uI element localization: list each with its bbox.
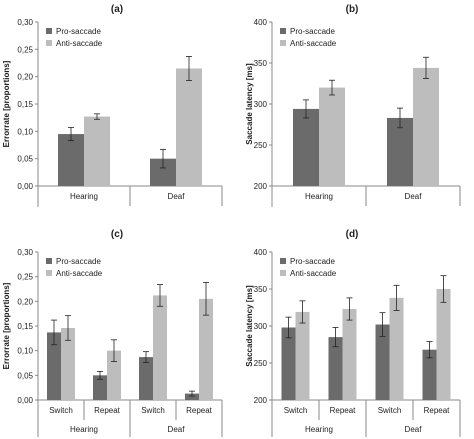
chart2-ytick-label: 0,20 xyxy=(17,297,33,306)
chart0-bar-anti xyxy=(176,68,202,186)
chart1-bar-pro xyxy=(293,108,319,186)
chart2-legend-swatch-anti xyxy=(46,270,52,276)
chart1-ytick-label: 400 xyxy=(254,18,268,27)
chart2-ytick-label: 0,15 xyxy=(17,322,33,331)
chart1-legend-label: Pro-saccade xyxy=(290,27,335,36)
chart3-bar-anti xyxy=(342,308,357,400)
chart2-group-label: Hearing xyxy=(70,425,98,434)
chart0-ytick-label: 0,15 xyxy=(17,100,33,109)
chart1-category-label: Deaf xyxy=(405,192,423,201)
chart3-group-label: Deaf xyxy=(405,425,423,434)
chart2-category-label: Switch xyxy=(141,406,165,415)
chart2-group-label: Deaf xyxy=(168,425,186,434)
chart3-legend-swatch-anti xyxy=(280,270,286,276)
chart2-bar-anti xyxy=(153,295,167,400)
chart2-category-label: Switch xyxy=(49,406,73,415)
chart2-bar-pro xyxy=(47,332,61,400)
chart1-legend-label: Anti-saccade xyxy=(290,39,337,48)
chart3-category-label: Repeat xyxy=(424,406,451,415)
chart3-ytick-label: 400 xyxy=(254,248,268,257)
chart2-ytick-label: 0,25 xyxy=(17,273,33,282)
chart3-ytick-label: 300 xyxy=(254,322,268,331)
chart3-ylabel: Saccade latency [ms] xyxy=(245,285,254,367)
chart2-category-label: Repeat xyxy=(186,406,213,415)
chart3-legend-label: Anti-saccade xyxy=(290,269,337,278)
panel-a: (a) 0,00 0,05 0,10 0,15 0,20 0,25 0,30 Errorrat… xyxy=(2,4,223,207)
chart0-bar-anti xyxy=(84,116,110,186)
chart2-bar-anti xyxy=(199,298,213,400)
panel-d: (d) 200 250 300 350 400 Saccade latency [ms] S… xyxy=(245,229,461,437)
chart2-legend-label: Pro-saccade xyxy=(56,257,101,266)
chart0-bar-pro xyxy=(58,134,84,186)
chart3-bar-pro xyxy=(422,349,437,400)
chart1-ytick-label: 200 xyxy=(254,182,268,191)
chart2-legend-swatch-pro xyxy=(46,258,52,264)
chart0-legend-label: Pro-saccade xyxy=(56,27,101,36)
chart3-category-label: Repeat xyxy=(330,406,357,415)
chart3-ytick-label: 250 xyxy=(254,359,268,368)
chart0-ytick-label: 0,20 xyxy=(17,73,33,82)
chart1-legend-swatch-anti xyxy=(280,40,286,46)
chart3-bar-pro xyxy=(375,324,390,400)
chart2-bar-anti xyxy=(107,350,121,400)
chart3-legend-swatch-pro xyxy=(280,258,286,264)
panel-d-plot: 200 250 300 350 400 Saccade latency [ms] Switc… xyxy=(245,248,461,437)
chart0-legend-swatch-pro xyxy=(46,28,52,34)
chart3-bar-anti xyxy=(295,311,310,400)
chart1-bar-anti xyxy=(319,87,345,186)
chart2-ytick-label: 0,00 xyxy=(17,396,33,405)
chart1-bar-pro xyxy=(387,117,413,186)
chart0-legend-label: Anti-saccade xyxy=(56,39,103,48)
panel-b-label: (b) xyxy=(346,4,359,15)
chart1-legend-swatch-pro xyxy=(280,28,286,34)
panel-c-plot: 0,00 0,05 0,10 0,15 0,20 0,25 0,30 Errorrate [p… xyxy=(2,248,223,437)
chart3-bar-pro xyxy=(281,327,296,400)
chart3-bar-pro xyxy=(328,337,343,400)
chart2-category-label: Repeat xyxy=(94,406,121,415)
chart3-legend-label: Pro-saccade xyxy=(290,257,335,266)
chart0-ytick-label: 0,10 xyxy=(17,127,33,136)
chart2-bar-pro xyxy=(139,357,153,400)
chart0-ytick-label: 0,00 xyxy=(17,182,33,191)
chart1-ylabel: Saccade latency [ms] xyxy=(245,63,254,145)
chart2-legend-label: Anti-saccade xyxy=(56,269,103,278)
chart0-ytick-label: 0,05 xyxy=(17,155,33,164)
chart0-ytick-label: 0,30 xyxy=(17,18,33,27)
chart2-ytick-label: 0,10 xyxy=(17,347,33,356)
panel-c-label: (c) xyxy=(111,229,123,240)
chart1-category-label: Hearing xyxy=(305,192,333,201)
chart2-bar-anti xyxy=(61,327,75,400)
chart0-ytick-label: 0,25 xyxy=(17,45,33,54)
panel-b-plot: 200 250 300 350 400 Saccade latency [ms] Heari… xyxy=(245,18,461,207)
chart2-bar-pro xyxy=(185,393,199,400)
chart2-ytick-label: 0,05 xyxy=(17,371,33,380)
chart1-ytick-label: 300 xyxy=(254,100,268,109)
chart2-bar-pro xyxy=(93,375,107,400)
chart3-group-label: Hearing xyxy=(305,425,333,434)
chart1-ytick-label: 250 xyxy=(254,141,268,150)
chart2-ylabel: Errorrate [proportions] xyxy=(2,282,11,369)
chart2-ytick-label: 0,30 xyxy=(17,248,33,257)
chart3-ytick-label: 200 xyxy=(254,396,268,405)
chart3-category-label: Switch xyxy=(284,406,308,415)
chart3-bar-anti xyxy=(436,289,451,400)
chart0-category-label: Hearing xyxy=(70,192,98,201)
chart3-ytick-label: 350 xyxy=(254,285,268,294)
chart0-category-label: Deaf xyxy=(168,192,186,201)
chart1-ytick-label: 350 xyxy=(254,59,268,68)
chart0-legend-swatch-anti xyxy=(46,40,52,46)
panel-c: (c) 0,00 0,05 0,10 0,15 0,20 0,25 0,30 Errorrat… xyxy=(2,229,223,437)
chart0-ylabel: Errorrate [proportions] xyxy=(2,60,11,147)
panel-a-plot: 0,00 0,05 0,10 0,15 0,20 0,25 0,30 Errorrate [p… xyxy=(2,18,223,207)
chart3-category-label: Switch xyxy=(378,406,402,415)
chart3-bar-anti xyxy=(389,297,404,400)
panel-a-label: (a) xyxy=(111,4,123,15)
panel-d-label: (d) xyxy=(346,229,359,240)
panel-b: (b) 200 250 300 350 400 Saccade latency [ms] H… xyxy=(245,4,461,207)
chart1-bar-anti xyxy=(413,67,439,186)
